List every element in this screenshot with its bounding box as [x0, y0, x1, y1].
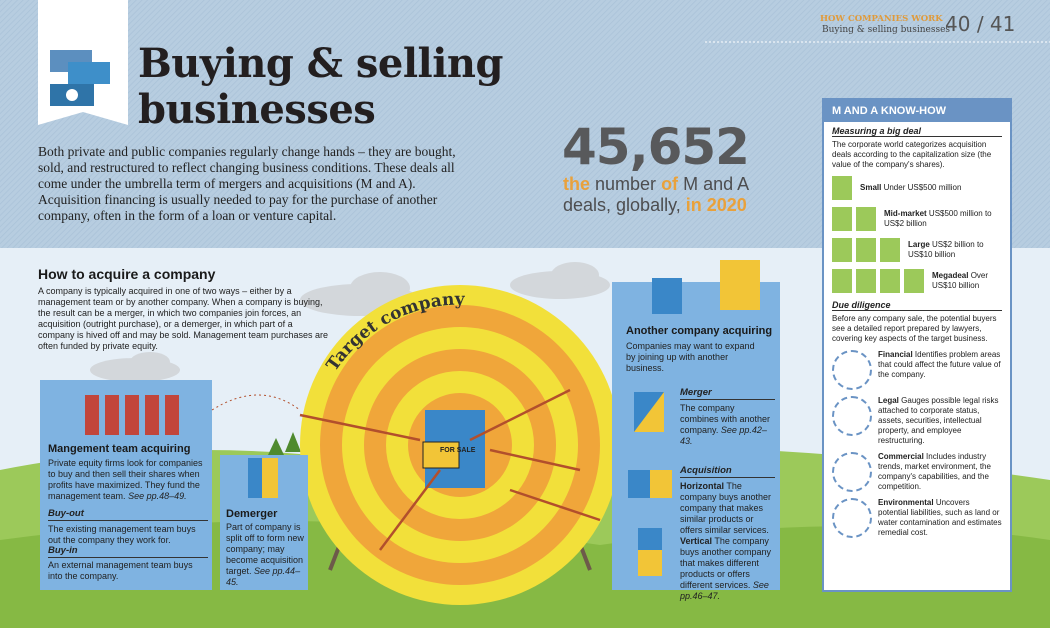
section-heading: How to acquire a company [38, 266, 216, 282]
stat-caption-part: of [661, 174, 679, 194]
diligence-text: Commercial Includes industry trends, mar… [878, 452, 1002, 492]
stat-caption-part: in 2020 [685, 195, 747, 215]
diligence-label: Environmental [878, 498, 934, 507]
size-label: Mid-market [884, 209, 927, 218]
stat-number: 45,652 [562, 118, 750, 176]
stat-caption: the number of M and A deals, globally, i… [563, 174, 763, 216]
diligence-row: Commercial Includes industry trends, mar… [832, 452, 1002, 492]
type-label: Horizontal [680, 481, 724, 491]
diligence-icon [832, 396, 872, 436]
diligence-label: Commercial [878, 452, 924, 461]
size-row: Small Under US$500 million [832, 175, 1002, 201]
size-row: Large US$2 billion to US$10 billion [832, 237, 1002, 263]
sidebar-heading: Due diligence [832, 300, 1002, 311]
page-ref: See pp.42–43. [680, 425, 767, 446]
sub-text: Vertical The company buys another compan… [680, 536, 777, 602]
sidebar: M AND A KNOW-HOW Measuring a big deal Th… [822, 98, 1012, 592]
sub-text: Horizontal The company buys another comp… [680, 481, 777, 536]
diligence-icon [832, 498, 872, 538]
size-label: Large [908, 240, 930, 249]
block-body: Private equity firms look for companies … [48, 458, 203, 501]
diligence-row: Legal Gauges possible legal risks attach… [832, 396, 1002, 446]
money-icons [832, 269, 926, 293]
block-text: Companies may want to expand by joining … [626, 341, 755, 373]
sub-heading: Merger [680, 387, 775, 400]
diligence-text: Legal Gauges possible legal risks attach… [878, 396, 1002, 446]
page-numbers: 40 / 41 [945, 12, 1015, 36]
diligence-icon [832, 452, 872, 492]
section-text: A company is typically acquired in one o… [38, 286, 328, 351]
diligence-icon [832, 350, 872, 390]
sub-body: The company combines with another compan… [680, 403, 771, 435]
size-text: Small Under US$500 million [860, 183, 961, 193]
block-heading: Mangement team acquiring [48, 443, 191, 455]
section-name: HOW COMPANIES WORK [820, 14, 943, 24]
page-left: 40 [945, 12, 971, 36]
money-icons [832, 238, 902, 262]
size-label: Small [860, 183, 882, 192]
title-line: Buying & selling [138, 40, 503, 87]
page-separator: / [976, 12, 984, 36]
page-ref: See pp.46–47. [680, 580, 769, 601]
block-heading: Another company acquiring [626, 325, 773, 337]
block-text: Private equity firms look for companies … [48, 458, 208, 502]
block-heading: Demerger [226, 508, 278, 520]
diligence-desc: Gauges possible legal risks attached to … [878, 396, 999, 445]
diligence-desc: Identifies problem areas that could affe… [878, 350, 1001, 379]
page-ref: See pp.48–49. [128, 491, 187, 501]
page-right: 41 [989, 12, 1016, 36]
sub-text: An external management team buys into th… [48, 560, 193, 581]
stat-caption-part: the [563, 174, 590, 194]
diligence-row: Environmental Uncovers potential liabili… [832, 498, 1002, 538]
size-desc: US$2 billion to US$10 billion [908, 240, 984, 259]
size-desc: US$500 million to US$2 billion [884, 209, 992, 228]
block-body: Part of company is split off to form new… [226, 522, 304, 576]
diligence-label: Legal [878, 396, 899, 405]
subsection-name: Buying & selling businesses [822, 25, 951, 35]
diligence-text: Environmental Uncovers potential liabili… [878, 498, 1002, 538]
sidebar-text: The corporate world categorizes acquisit… [832, 140, 992, 169]
sub-text: The company combines with another compan… [680, 403, 775, 447]
stat-caption-part: number [595, 174, 657, 194]
size-row: Megadeal Over US$10 billion [832, 268, 1002, 294]
type-text: The company buys another company that ma… [680, 481, 772, 535]
diligence-text: Financial Identifies problem areas that … [878, 350, 1002, 390]
size-text: Large US$2 billion to US$10 billion [908, 240, 1002, 260]
sidebar-title: M AND A KNOW-HOW [824, 100, 1010, 122]
sidebar-text: Before any company sale, the potential b… [832, 314, 997, 343]
diligence-label: Financial [878, 350, 913, 359]
stat-caption-part: M and A deals, globally, [563, 174, 749, 215]
type-text: The company buys another company that ma… [680, 536, 772, 590]
money-icons [832, 176, 854, 200]
diligence-desc: Includes industry trends, market environ… [878, 452, 991, 491]
for-sale-sign: FOR SALE [440, 447, 476, 454]
size-text: Mid-market US$500 million to US$2 billio… [884, 209, 1002, 229]
intro: Both private and public companies regula… [38, 144, 456, 223]
size-row: Mid-market US$500 million to US$2 billio… [832, 206, 1002, 232]
size-desc: Over US$10 billion [932, 271, 989, 290]
money-icons [832, 207, 878, 231]
size-label: Megadeal [932, 271, 969, 280]
title-line: businesses [138, 86, 376, 133]
sub-heading: Acquisition [680, 465, 775, 478]
sidebar-heading: Measuring a big deal [832, 126, 1002, 137]
diligence-row: Financial Identifies problem areas that … [832, 350, 1002, 390]
size-desc: Under US$500 million [883, 183, 962, 192]
block-text: Part of company is split off to form new… [226, 522, 306, 588]
type-label: Vertical [680, 536, 713, 546]
sub-heading: Buy-out [48, 508, 208, 521]
diligence-desc: Uncovers potential liabilities, such as … [878, 498, 1002, 537]
sub-text: The existing management team buys out th… [48, 524, 196, 545]
sub-heading: Buy-in [48, 545, 208, 558]
size-text: Megadeal Over US$10 billion [932, 271, 1002, 291]
page-ref: See pp.44–45. [226, 566, 301, 587]
